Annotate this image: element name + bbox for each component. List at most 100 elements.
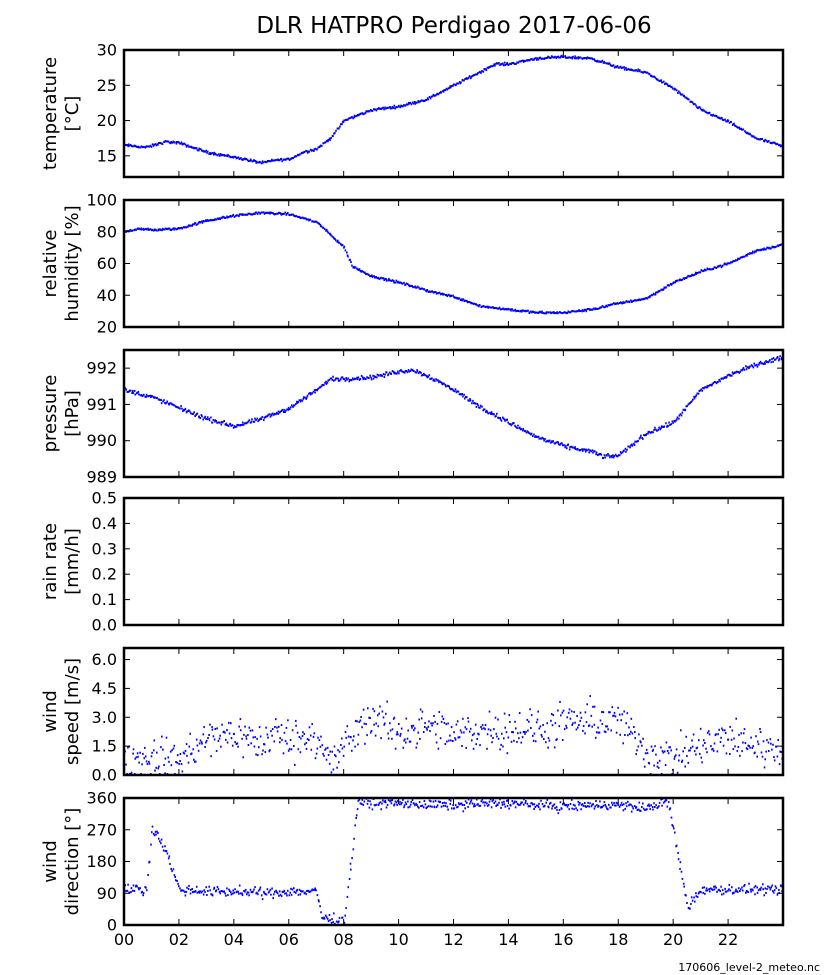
data-point-wind_speed xyxy=(169,750,172,753)
data-point-pressure xyxy=(372,374,374,377)
data-point-wind_speed xyxy=(678,754,681,757)
data-point-wind_speed xyxy=(759,728,761,730)
data-point-humidity xyxy=(201,221,204,224)
data-point-pressure xyxy=(401,370,403,373)
data-point-wind_speed xyxy=(283,731,286,734)
data-point-wind_speed xyxy=(385,712,387,715)
data-point-temperature xyxy=(389,106,391,108)
data-point-pressure xyxy=(630,444,632,447)
data-point-humidity xyxy=(260,211,263,214)
data-point-pressure xyxy=(360,374,363,377)
data-point-wind_direction xyxy=(677,851,679,854)
data-point-wind_speed xyxy=(576,715,578,717)
data-point-wind_direction xyxy=(478,804,480,807)
data-point-humidity xyxy=(325,228,328,231)
ytick-label-rain: 0.3 xyxy=(92,539,117,558)
data-point-wind_speed xyxy=(634,731,636,733)
data-point-wind_speed xyxy=(590,714,593,717)
data-point-pressure xyxy=(681,411,684,414)
data-point-pressure xyxy=(437,379,439,382)
data-point-pressure xyxy=(240,424,242,426)
data-point-humidity xyxy=(464,299,466,302)
data-point-temperature xyxy=(753,135,755,138)
data-point-humidity xyxy=(606,305,609,308)
data-point-temperature xyxy=(594,59,596,62)
data-point-humidity xyxy=(416,286,418,289)
data-point-temperature xyxy=(559,56,562,59)
ytick-label-wind_direction: 360 xyxy=(86,789,117,808)
data-point-humidity xyxy=(199,221,202,224)
data-point-humidity xyxy=(215,218,218,221)
data-point-humidity xyxy=(780,243,782,246)
data-point-wind_speed xyxy=(326,746,329,749)
data-point-wind_direction xyxy=(474,805,476,807)
chart-title: DLR HATPRO Perdigao 2017-06-06 xyxy=(256,13,651,39)
data-point-wind_speed xyxy=(350,736,352,739)
data-point-wind_direction xyxy=(416,804,418,806)
data-point-pressure xyxy=(529,432,531,435)
data-point-humidity xyxy=(338,241,341,244)
data-point-pressure xyxy=(582,449,584,452)
data-point-pressure xyxy=(620,452,623,455)
data-point-wind_direction xyxy=(635,806,638,809)
data-point-pressure xyxy=(182,410,184,413)
data-point-humidity xyxy=(649,294,651,297)
data-point-temperature xyxy=(247,160,250,163)
data-point-temperature xyxy=(360,112,363,115)
data-point-humidity xyxy=(570,310,573,313)
data-point-wind_direction xyxy=(721,889,724,892)
data-point-pressure xyxy=(621,451,624,454)
data-point-wind_direction xyxy=(642,802,644,805)
data-point-wind_speed xyxy=(609,711,611,714)
data-point-wind_speed xyxy=(597,726,599,729)
data-point-wind_speed xyxy=(773,759,776,762)
data-point-wind_speed xyxy=(454,738,457,741)
data-point-humidity xyxy=(334,238,336,240)
data-point-wind_speed xyxy=(593,705,596,708)
data-point-temperature xyxy=(632,69,635,72)
data-point-wind_speed xyxy=(696,746,699,749)
data-point-wind_direction xyxy=(357,799,360,802)
data-point-pressure xyxy=(504,419,506,422)
data-point-temperature xyxy=(383,108,385,111)
data-point-wind_direction xyxy=(173,874,176,877)
data-point-pressure xyxy=(595,451,598,454)
data-point-temperature xyxy=(697,106,700,109)
data-point-temperature xyxy=(735,125,737,128)
data-point-wind_direction xyxy=(171,870,173,873)
data-point-temperature xyxy=(700,108,703,111)
data-point-wind_direction xyxy=(568,808,570,811)
data-point-wind_speed xyxy=(434,720,436,723)
data-point-pressure xyxy=(253,420,256,423)
data-point-temperature xyxy=(195,147,198,150)
data-point-wind_direction xyxy=(753,886,756,889)
data-point-pressure xyxy=(191,412,194,415)
data-point-pressure xyxy=(219,421,221,424)
data-point-pressure xyxy=(676,418,678,421)
data-point-pressure xyxy=(244,422,247,425)
data-point-pressure xyxy=(199,417,202,419)
data-point-wind_speed xyxy=(158,765,160,768)
data-point-wind_speed xyxy=(340,744,342,746)
data-point-wind_speed xyxy=(544,730,546,733)
data-point-pressure xyxy=(675,419,677,422)
data-point-wind_speed xyxy=(595,731,598,734)
data-point-temperature xyxy=(506,61,508,64)
data-point-wind_speed xyxy=(604,731,607,733)
data-point-humidity xyxy=(487,306,489,309)
data-point-humidity xyxy=(777,245,780,247)
data-point-pressure xyxy=(420,371,422,374)
data-point-wind_speed xyxy=(230,737,233,740)
data-point-humidity xyxy=(695,272,698,275)
data-point-pressure xyxy=(551,440,554,443)
data-point-wind_speed xyxy=(762,740,765,743)
data-point-temperature xyxy=(702,108,704,111)
data-point-humidity xyxy=(644,297,646,300)
data-point-temperature xyxy=(577,56,580,59)
data-point-wind_speed xyxy=(404,738,406,741)
data-point-wind_direction xyxy=(194,890,197,893)
data-point-humidity xyxy=(371,276,374,278)
data-point-wind_speed xyxy=(195,738,198,741)
data-point-pressure xyxy=(461,393,464,395)
data-point-pressure xyxy=(543,439,545,442)
